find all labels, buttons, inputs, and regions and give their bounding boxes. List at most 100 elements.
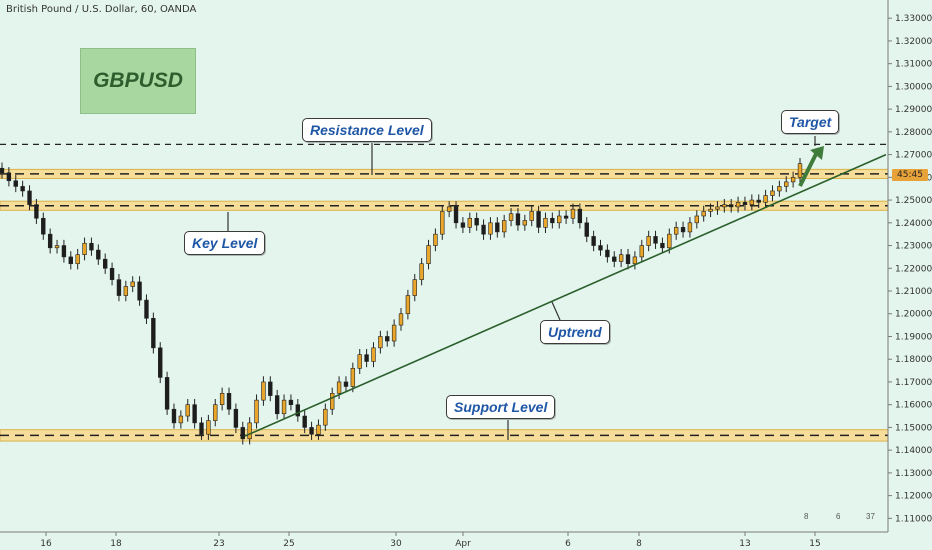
candle-up bbox=[708, 208, 713, 212]
candle-down bbox=[584, 222, 589, 237]
candle-down bbox=[591, 236, 596, 246]
chart-title: British Pound / U.S. Dollar, 60, OANDA bbox=[6, 4, 197, 15]
candle-down bbox=[102, 258, 108, 269]
candle-down bbox=[453, 206, 459, 224]
candle-down bbox=[226, 393, 232, 410]
candle-down bbox=[158, 347, 163, 378]
candle-down bbox=[109, 267, 115, 280]
level-zones bbox=[0, 168, 889, 442]
y-tick-label: 1.14000 bbox=[895, 446, 932, 456]
candle-down bbox=[515, 213, 521, 226]
current-price-badge: 45:45 bbox=[892, 169, 928, 181]
candle-up bbox=[391, 324, 397, 342]
calendar-event-icon[interactable]: 8 bbox=[804, 512, 808, 521]
candle-up bbox=[254, 399, 259, 424]
candle-down bbox=[660, 242, 665, 249]
candle-up bbox=[75, 254, 80, 265]
candle-up bbox=[522, 220, 528, 226]
candle-up bbox=[570, 208, 576, 219]
candle-up bbox=[749, 199, 755, 205]
candle-down bbox=[47, 233, 53, 249]
candle-down bbox=[20, 186, 25, 192]
y-tick-label: 1.28000 bbox=[895, 128, 932, 138]
candle-down bbox=[302, 415, 307, 428]
candle-up bbox=[618, 254, 624, 262]
candle-down bbox=[68, 256, 73, 265]
candle-down bbox=[151, 317, 156, 349]
y-tick-label: 1.12000 bbox=[895, 492, 932, 502]
news-icon[interactable]: 37 bbox=[866, 512, 875, 521]
candle-up bbox=[667, 233, 672, 249]
candle-up bbox=[687, 222, 693, 233]
candle-down bbox=[295, 404, 301, 417]
candle-down bbox=[343, 381, 349, 387]
y-tick-label: 1.11000 bbox=[895, 514, 932, 524]
candle-up bbox=[529, 211, 534, 221]
annotation-key-level: Key Level bbox=[184, 231, 266, 255]
event-count: 37 bbox=[866, 512, 875, 521]
candle-up bbox=[426, 245, 431, 265]
candle-down bbox=[625, 254, 631, 265]
candle-down bbox=[164, 377, 170, 410]
event-count: 8 bbox=[804, 512, 809, 521]
y-tick-label: 1.16000 bbox=[895, 401, 932, 411]
annotation-resistance-level: Resistance Level bbox=[302, 118, 432, 142]
y-tick-label: 1.17000 bbox=[895, 378, 932, 388]
candle-up bbox=[178, 415, 184, 424]
candle-up bbox=[639, 245, 644, 258]
candle-up bbox=[632, 256, 638, 265]
candle-up bbox=[281, 399, 287, 415]
candle-down bbox=[612, 256, 617, 262]
event-count: 6 bbox=[836, 512, 841, 521]
y-tick-label: 1.19000 bbox=[895, 332, 932, 342]
candle-up bbox=[130, 281, 135, 287]
candle-up bbox=[701, 211, 706, 217]
candle-down bbox=[605, 249, 610, 258]
candle-up bbox=[378, 336, 383, 349]
y-tick-label: 1.24000 bbox=[895, 219, 932, 229]
target-arrow-head bbox=[810, 146, 824, 160]
candle-down bbox=[274, 395, 280, 415]
candle-down bbox=[577, 208, 583, 224]
candle-up bbox=[543, 217, 548, 228]
candle-down bbox=[233, 408, 239, 428]
candle-down bbox=[680, 227, 686, 233]
candle-down bbox=[89, 242, 94, 251]
candle-up bbox=[770, 190, 775, 196]
candle-up bbox=[508, 213, 514, 221]
uptrend-line bbox=[244, 153, 887, 437]
candle-up bbox=[790, 177, 796, 183]
y-tick-label: 1.33000 bbox=[895, 14, 932, 24]
calendar-event-icon[interactable]: 6 bbox=[836, 512, 840, 521]
candle-down bbox=[34, 204, 39, 219]
candle-up bbox=[350, 368, 356, 387]
candle-up bbox=[412, 279, 417, 296]
candle-up bbox=[247, 422, 252, 440]
candle-up bbox=[722, 204, 727, 208]
candle-up bbox=[488, 222, 493, 235]
candle-up bbox=[784, 181, 789, 187]
y-tick-label: 1.31000 bbox=[895, 60, 932, 70]
y-tick-label: 1.29000 bbox=[895, 105, 932, 115]
candle-up bbox=[467, 217, 472, 228]
candle-down bbox=[41, 217, 46, 235]
candle-down bbox=[474, 217, 479, 226]
candle-up bbox=[777, 186, 782, 192]
candle-down bbox=[550, 217, 555, 224]
candle-down bbox=[61, 245, 67, 258]
annotation-uptrend: Uptrend bbox=[540, 320, 610, 344]
candle-down bbox=[563, 215, 569, 219]
candle-down bbox=[460, 222, 466, 228]
candle-up bbox=[213, 404, 218, 421]
candle-up bbox=[219, 393, 225, 405]
candle-up bbox=[797, 163, 803, 178]
candle-up bbox=[440, 211, 445, 235]
y-tick-label: 1.18000 bbox=[895, 355, 932, 365]
uptrend-pointer bbox=[551, 301, 561, 321]
y-tick-label: 1.32000 bbox=[895, 37, 932, 47]
candle-down bbox=[13, 180, 18, 187]
candle-up bbox=[371, 347, 376, 362]
x-tick-label: Apr bbox=[455, 539, 471, 549]
